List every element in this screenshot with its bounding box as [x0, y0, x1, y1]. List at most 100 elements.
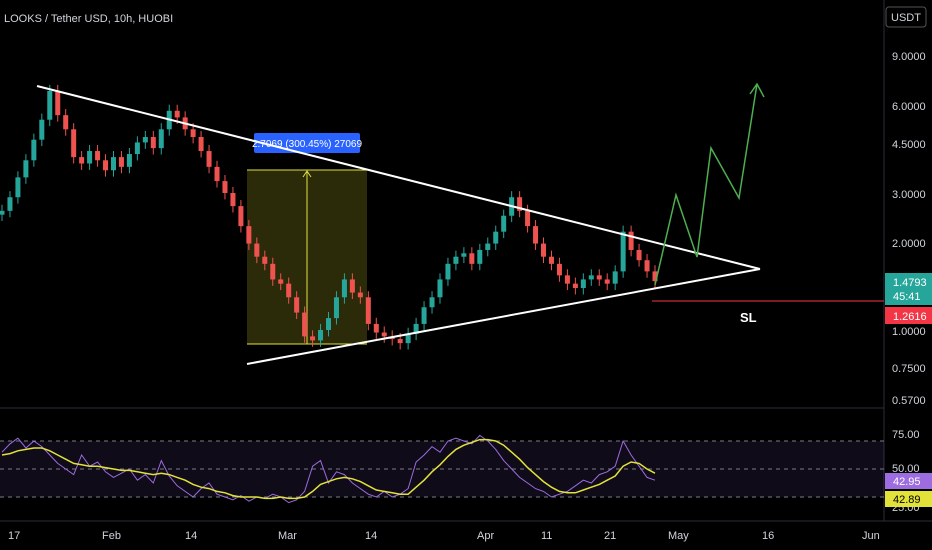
- candle-body: [190, 129, 196, 138]
- candle-body: [469, 253, 475, 264]
- candle-body: [63, 115, 69, 130]
- candle-body: [461, 253, 467, 257]
- candle-body: [564, 275, 570, 284]
- rsi-ma-value-tag-bg: [885, 491, 932, 507]
- time-tick: Jun: [862, 530, 880, 542]
- candle-body: [421, 307, 427, 324]
- rsi-tick: 50.00: [892, 463, 920, 475]
- candle-body: [134, 142, 140, 155]
- candle-body: [278, 279, 284, 284]
- candlestick-series: [0, 84, 658, 350]
- candle-body: [174, 110, 180, 118]
- candle-body: [652, 271, 658, 282]
- candle-body: [95, 151, 101, 161]
- stop-loss-price-value: 1.2616: [893, 311, 927, 323]
- time-tick: 14: [365, 530, 377, 542]
- rsi-value: 42.95: [893, 476, 921, 488]
- candle-body: [238, 206, 244, 227]
- price-axis[interactable]: 9.0000 6.0000 4.5000 3.0000 2.0000 1.000…: [892, 51, 926, 407]
- symmetrical-triangle[interactable]: [36, 85, 761, 365]
- candle-body: [381, 332, 387, 337]
- candle-body: [254, 243, 260, 257]
- candle-body: [493, 231, 499, 244]
- upper-trendline[interactable]: [36, 85, 761, 270]
- candle-body: [15, 177, 21, 198]
- time-tick: 16: [762, 530, 774, 542]
- candle-body: [79, 157, 85, 164]
- time-tick: 14: [185, 530, 197, 542]
- price-tick: 1.0000: [892, 326, 926, 338]
- candle-body: [517, 197, 523, 211]
- candle-body: [413, 323, 419, 334]
- candle-body: [612, 271, 618, 284]
- candle-body: [230, 193, 236, 207]
- candle-body: [445, 263, 451, 280]
- candle-body: [262, 256, 268, 264]
- time-tick: 17: [8, 530, 20, 542]
- stop-loss-price-tag: 1.2616: [885, 307, 932, 324]
- candle-body: [118, 157, 124, 167]
- time-tick: Mar: [278, 530, 297, 542]
- rsi-tick: 75.00: [892, 429, 920, 441]
- candle-body: [453, 256, 459, 264]
- candle-body: [158, 129, 164, 149]
- candle-body: [365, 297, 371, 324]
- candle-body: [429, 297, 435, 308]
- rsi-ma-line: [1, 438, 656, 500]
- candle-body: [373, 323, 379, 333]
- candle-body: [604, 279, 610, 284]
- time-axis[interactable]: 17 Feb 14 Mar 14 Apr 11 21 May 16 Jun: [8, 530, 880, 542]
- last-price-tag-bg: [885, 273, 932, 305]
- candle-body: [636, 249, 642, 261]
- candle-body: [477, 249, 483, 264]
- currency-button[interactable]: USDT: [885, 6, 927, 28]
- time-tick: 21: [604, 530, 616, 542]
- time-tick: Apr: [477, 530, 494, 542]
- price-tick: 0.5700: [892, 395, 926, 407]
- lower-trendline[interactable]: [246, 268, 761, 365]
- candle-body: [596, 275, 602, 280]
- candle-body: [644, 260, 650, 272]
- candle-body: [270, 263, 276, 280]
- price-tick: 6.0000: [892, 101, 926, 113]
- candle-body: [405, 333, 411, 344]
- price-tick: 3.0000: [892, 189, 926, 201]
- candle-body: [214, 166, 220, 182]
- candle-body: [341, 279, 347, 298]
- candle-body: [437, 279, 443, 298]
- last-price-tag: 1.4793 45:41: [885, 273, 932, 305]
- candle-body: [533, 226, 539, 244]
- candle-body: [0, 210, 5, 215]
- candle-body: [206, 151, 212, 167]
- projection-path[interactable]: [654, 83, 758, 286]
- candle-body: [222, 181, 228, 193]
- candle-body: [580, 279, 586, 289]
- rsi-value-tag-bg: [885, 473, 932, 489]
- candle-body: [286, 283, 292, 298]
- candle-body: [541, 243, 547, 257]
- candle-body: [55, 90, 61, 116]
- candle-body: [318, 330, 324, 341]
- symbol-title: LOOKS / Tether USD, 10h, HUOBI: [4, 13, 173, 25]
- candle-body: [31, 139, 37, 161]
- time-tick: 11: [541, 530, 552, 542]
- candle-body: [525, 210, 531, 227]
- candle-body: [246, 226, 252, 244]
- candle-body: [485, 243, 491, 250]
- rsi-series: [1, 434, 656, 504]
- candle-body: [628, 231, 634, 250]
- rsi-line: [1, 434, 656, 504]
- candle-body: [294, 297, 300, 313]
- price-tick: 2.0000: [892, 238, 926, 250]
- stop-loss-label: SL: [740, 310, 757, 325]
- rsi-value-tag: 42.95: [885, 473, 932, 489]
- candle-body: [588, 275, 594, 280]
- rsi-ma-value-tag: 42.89: [885, 491, 932, 507]
- candle-body: [501, 215, 507, 232]
- candle-body: [333, 297, 339, 319]
- time-tick: May: [668, 530, 689, 542]
- candle-body: [572, 283, 578, 289]
- measure-label: 2.7069 (300.45%) 27069: [252, 139, 363, 150]
- candle-body: [302, 312, 308, 337]
